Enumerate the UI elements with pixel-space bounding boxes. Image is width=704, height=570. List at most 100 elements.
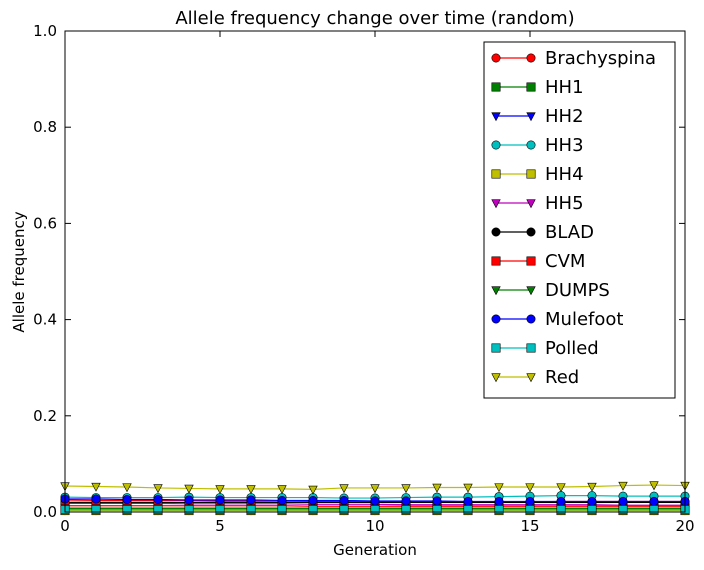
data-point <box>525 505 535 515</box>
legend-entry: Red <box>491 367 579 388</box>
legend-marker <box>526 169 536 179</box>
legend-marker <box>491 82 501 92</box>
legend-marker <box>491 199 501 209</box>
data-point <box>370 484 380 494</box>
data-point <box>184 495 194 505</box>
series-layer <box>60 481 690 516</box>
data-point <box>215 485 225 495</box>
data-point <box>556 505 566 515</box>
legend-entry: HH5 <box>491 193 584 214</box>
legend-marker <box>526 112 536 122</box>
legend: Brachyspina HH1 HH2 HH3 HH4 HH5 BLAD CVM DUMPS Mu… <box>483 41 676 399</box>
data-point <box>463 505 473 515</box>
data-point <box>370 505 380 515</box>
data-point <box>401 505 411 515</box>
data-point <box>587 482 597 492</box>
legend-marker <box>526 199 536 209</box>
legend-entry: HH4 <box>491 164 584 185</box>
data-point <box>494 483 504 493</box>
data-point <box>153 484 163 494</box>
data-point <box>649 496 659 506</box>
series-polled <box>60 505 690 515</box>
data-point <box>153 494 163 504</box>
data-point <box>91 482 101 492</box>
y-tick-label: 0.0 <box>33 503 57 521</box>
data-point <box>587 505 597 515</box>
legend-marker <box>491 373 501 383</box>
data-point <box>432 483 442 493</box>
data-point <box>246 485 256 495</box>
chart-title: Allele frequency change over time (rando… <box>175 8 574 29</box>
data-point <box>587 496 597 506</box>
legend-marker <box>526 82 536 92</box>
legend-marker <box>526 286 536 296</box>
data-point <box>649 481 659 491</box>
legend-label: HH2 <box>545 106 584 127</box>
legend-marker <box>491 314 501 324</box>
data-point <box>91 505 101 515</box>
x-tick-label: 10 <box>365 517 384 535</box>
data-point <box>556 483 566 493</box>
data-point <box>370 496 380 506</box>
x-tick-label: 20 <box>675 517 694 535</box>
legend-marker <box>526 53 536 63</box>
legend-marker <box>526 343 536 353</box>
legend-label: Red <box>545 367 579 388</box>
data-point <box>91 494 101 504</box>
legend-marker <box>526 373 536 383</box>
legend-label: HH5 <box>545 193 584 214</box>
data-point <box>122 494 132 504</box>
legend-marker <box>526 256 536 266</box>
data-point <box>525 483 535 493</box>
legend-label: Mulefoot <box>545 309 623 330</box>
plot-frame <box>64 30 686 513</box>
legend-marker <box>526 314 536 324</box>
data-point <box>308 485 318 495</box>
legend-entry: HH1 <box>491 77 584 98</box>
data-point <box>494 496 504 506</box>
legend-entry: Brachyspina <box>491 48 656 69</box>
legend-marker <box>491 286 501 296</box>
data-point <box>246 495 256 505</box>
legend-marker <box>491 169 501 179</box>
series-red <box>60 481 690 495</box>
legend-marker <box>526 140 536 150</box>
data-point <box>277 505 287 515</box>
legend-marker <box>526 227 536 237</box>
data-point <box>246 505 256 515</box>
data-point <box>215 505 225 515</box>
data-point <box>432 505 442 515</box>
data-point <box>277 485 287 495</box>
legend-marker <box>491 140 501 150</box>
legend-label: Polled <box>545 338 599 359</box>
legend-entry: Mulefoot <box>491 309 623 330</box>
axis-ticks: 0 5 10 15 20 0.0 0.2 0.4 0.6 0.8 1.0 <box>33 22 694 535</box>
data-point <box>122 483 132 493</box>
data-point <box>308 495 318 505</box>
legend-box <box>483 41 676 399</box>
legend-entry: HH3 <box>491 135 584 156</box>
legend-entry: BLAD <box>491 222 594 243</box>
legend-label: HH1 <box>545 77 584 98</box>
legend-label: BLAD <box>545 222 594 243</box>
legend-marker <box>491 343 501 353</box>
data-point <box>401 484 411 494</box>
data-point <box>401 496 411 506</box>
data-point <box>308 505 318 515</box>
legend-entry: Polled <box>491 338 599 359</box>
y-tick-label: 1.0 <box>33 22 57 40</box>
legend-label: HH3 <box>545 135 584 156</box>
y-axis-label: Allele frequency <box>10 211 28 332</box>
data-point <box>339 484 349 494</box>
data-point <box>556 496 566 506</box>
legend-marker <box>491 256 501 266</box>
series-mulefoot <box>60 494 690 506</box>
legend-entry: CVM <box>491 251 585 272</box>
legend-label: HH4 <box>545 164 584 185</box>
data-point <box>432 496 442 506</box>
x-tick-label: 0 <box>60 517 70 535</box>
y-tick-label: 0.8 <box>33 118 57 136</box>
data-point <box>277 495 287 505</box>
data-point <box>463 483 473 493</box>
